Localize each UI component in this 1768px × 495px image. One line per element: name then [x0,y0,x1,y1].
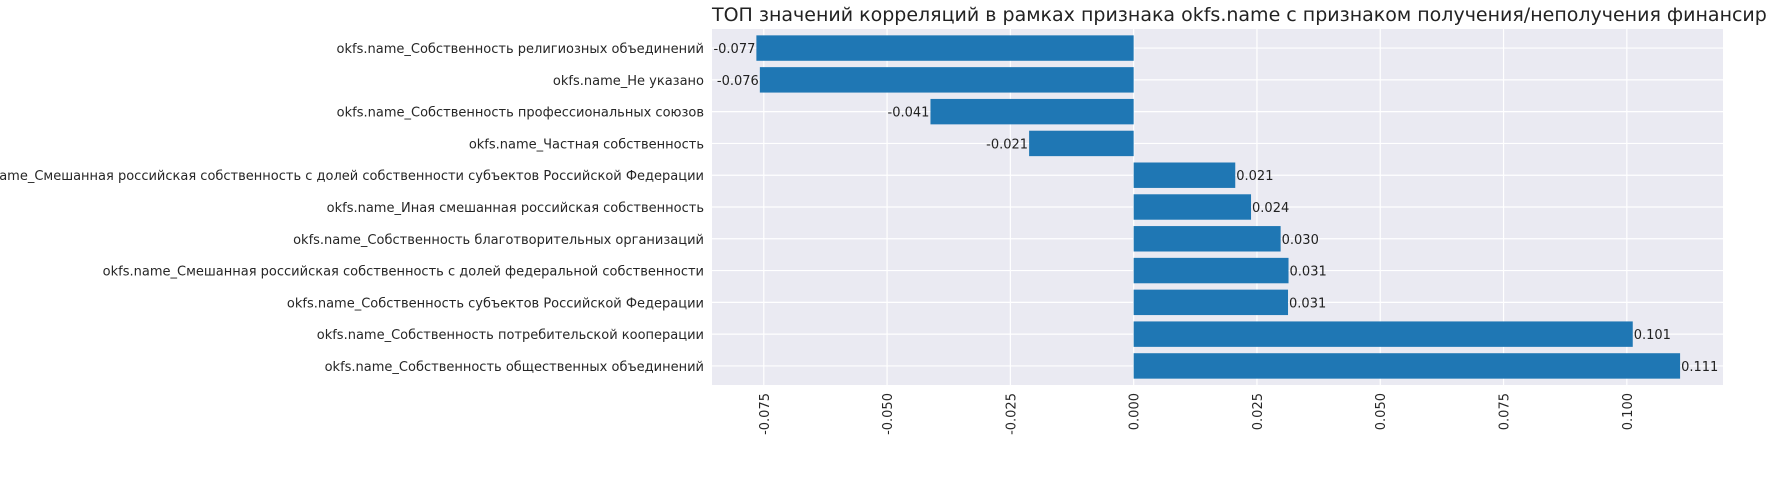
x-tick-label: -0.050 [881,393,896,435]
x-tick-label: 0.050 [1374,393,1389,430]
x-tick-label: 0.100 [1621,393,1636,430]
category-label: okfs.name_Иная смешанная российская собс… [327,201,704,216]
data-label: 0.030 [1282,233,1319,248]
x-tick-label: -0.075 [758,393,773,435]
category-label: okfs.name_Собственность религиозных объе… [337,42,704,57]
data-label: 0.031 [1289,296,1326,311]
x-tick-label: 0.075 [1498,393,1513,430]
data-label: -0.076 [717,74,759,89]
bar [759,67,1134,93]
bar [1133,289,1289,316]
x-tick-label: -0.025 [1004,393,1019,435]
bar [1133,353,1681,379]
data-label: 0.021 [1236,169,1273,184]
category-label: okfs.name_Смешанная российская собственн… [0,169,704,184]
bar [1133,194,1252,220]
data-label: 0.024 [1252,201,1289,216]
bar [1133,162,1236,188]
data-label: 0.031 [1290,265,1327,280]
x-tick-label: 0.000 [1128,393,1143,430]
bar [1133,321,1633,347]
category-label: okfs.name_Собственность профессиональных… [337,106,704,121]
x-tick-label: 0.025 [1251,393,1266,430]
category-label: okfs.name_Смешанная российская собственн… [103,265,704,280]
bar [1133,257,1289,284]
bar [756,35,1134,61]
category-label: okfs.name_Собственность общественных объ… [325,360,704,375]
data-label: 0.101 [1634,328,1671,343]
category-label: okfs.name_Собственность потребительской … [317,328,704,343]
chart-title: ТОП значений корреляций в рамках признак… [712,4,1768,26]
category-label: okfs.name_Собственность субъектов Россий… [287,296,704,311]
data-label: -0.041 [888,106,930,121]
category-label: okfs.name_Собственность благотворительны… [293,233,704,248]
category-label: okfs.name_Частная собственность [469,137,704,152]
data-label: 0.111 [1681,360,1718,375]
bar [1133,226,1281,252]
data-label: -0.077 [713,42,755,57]
data-label: -0.021 [986,137,1028,152]
bar [1029,130,1134,157]
bar [930,98,1134,125]
category-label: okfs.name_Не указано [553,74,704,89]
